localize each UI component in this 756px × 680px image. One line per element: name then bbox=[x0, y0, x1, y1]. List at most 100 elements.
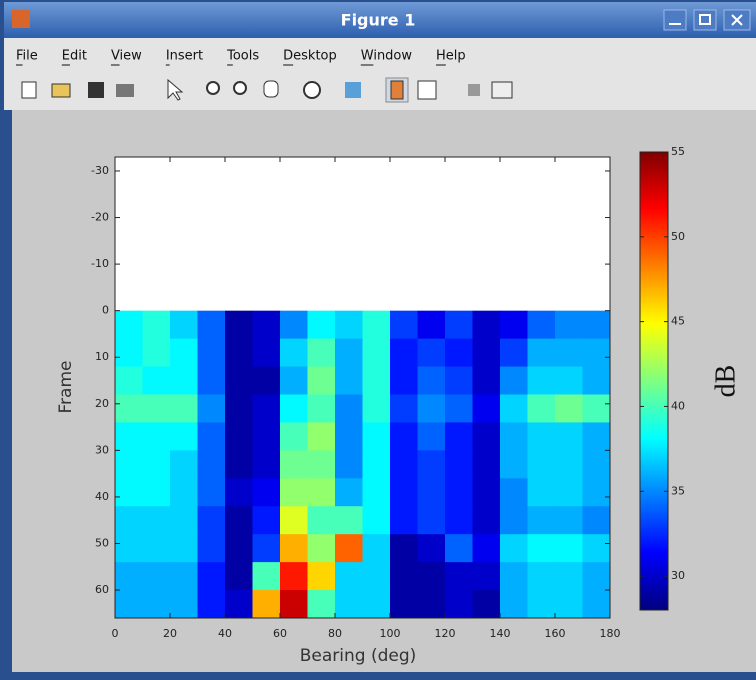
y-axis-label: Frame bbox=[56, 361, 76, 414]
heatmap-cell bbox=[143, 394, 171, 422]
heatmap-cell bbox=[528, 534, 556, 562]
heatmap-cell bbox=[473, 506, 501, 534]
x-tick-label: 20 bbox=[163, 627, 177, 640]
heatmap-cell bbox=[363, 450, 391, 478]
heatmap-cell bbox=[335, 562, 363, 590]
heatmap-cell bbox=[280, 478, 308, 506]
heatmap-cell bbox=[473, 562, 501, 590]
menu-item[interactable]: Tools bbox=[226, 49, 259, 64]
heatmap-cell bbox=[170, 562, 198, 590]
heatmap-cell bbox=[335, 367, 363, 395]
menu-item[interactable]: Edit bbox=[62, 49, 87, 64]
heatmap-cell bbox=[280, 367, 308, 395]
heatmap-cell bbox=[390, 534, 418, 562]
heatmap-cell bbox=[555, 394, 583, 422]
heatmap-cell bbox=[280, 339, 308, 367]
heatmap-cell bbox=[500, 590, 528, 618]
figure-window: Figure 1 File Edit View Insert Tools Desktop W… bbox=[0, 0, 756, 680]
heatmap-cell bbox=[363, 562, 391, 590]
heatmap-cell bbox=[253, 590, 281, 618]
heatmap-cell bbox=[418, 339, 446, 367]
menu-item[interactable]: Desktop bbox=[283, 49, 337, 64]
zoom-out-button[interactable] bbox=[234, 82, 246, 94]
x-tick-label: 160 bbox=[545, 627, 566, 640]
heatmap-cell bbox=[473, 311, 501, 339]
heatmap-cell bbox=[115, 339, 143, 367]
heatmap-cell bbox=[363, 339, 391, 367]
heatmap-cell bbox=[143, 590, 171, 618]
menu-item[interactable]: Window bbox=[361, 49, 413, 64]
colorbar-tick-label: 35 bbox=[671, 484, 685, 497]
legend-button[interactable] bbox=[418, 81, 436, 99]
heatmap-cell bbox=[500, 478, 528, 506]
menu-item[interactable]: File bbox=[16, 49, 38, 64]
menu-item[interactable]: Insert bbox=[166, 49, 203, 64]
heatmap-cell bbox=[418, 422, 446, 450]
heatmap-cell bbox=[253, 422, 281, 450]
x-tick-label: 100 bbox=[380, 627, 401, 640]
print-button[interactable] bbox=[116, 84, 134, 97]
heatmap-cell bbox=[308, 506, 336, 534]
heatmap-cell bbox=[555, 478, 583, 506]
heatmap-cell bbox=[225, 506, 253, 534]
menu-item[interactable]: View bbox=[111, 49, 142, 64]
heatmap-cell bbox=[390, 562, 418, 590]
heatmap-cell bbox=[280, 422, 308, 450]
window-controls[interactable] bbox=[664, 10, 750, 30]
rotate-button[interactable] bbox=[304, 82, 320, 98]
heatmap-cell bbox=[170, 339, 198, 367]
heatmap-cell bbox=[225, 590, 253, 618]
heatmap-cell bbox=[583, 506, 611, 534]
open-button[interactable] bbox=[52, 84, 70, 97]
y-tick-label: 20 bbox=[95, 397, 109, 410]
menu-item[interactable]: Help bbox=[436, 49, 466, 64]
heatmap-cell bbox=[198, 506, 226, 534]
save-button[interactable] bbox=[88, 82, 104, 98]
show-tools-button[interactable] bbox=[492, 82, 512, 98]
y-tick-label: 50 bbox=[95, 536, 109, 549]
heatmap-cell bbox=[335, 422, 363, 450]
heatmap-cell bbox=[225, 422, 253, 450]
heatmap-cell bbox=[363, 478, 391, 506]
heatmap-cell bbox=[418, 590, 446, 618]
colorbar-tick-label: 45 bbox=[671, 315, 685, 328]
heatmap-cell bbox=[555, 367, 583, 395]
heatmap-cell bbox=[198, 367, 226, 395]
maximize-button[interactable] bbox=[694, 10, 716, 30]
heatmap-cell bbox=[528, 422, 556, 450]
hide-tools-button[interactable] bbox=[468, 84, 480, 96]
heatmap-cell bbox=[143, 534, 171, 562]
heatmap-cell bbox=[445, 478, 473, 506]
heatmap-cell bbox=[225, 534, 253, 562]
heatmap-cell bbox=[500, 394, 528, 422]
heatmap-cell bbox=[555, 506, 583, 534]
minimize-button[interactable] bbox=[664, 10, 686, 30]
heatmap-cell bbox=[473, 590, 501, 618]
heatmap-cell bbox=[363, 506, 391, 534]
heatmap-cell bbox=[363, 311, 391, 339]
heatmap-cell bbox=[280, 590, 308, 618]
data-cursor-button[interactable] bbox=[345, 82, 361, 98]
zoom-in-button[interactable] bbox=[207, 82, 219, 94]
pan-button[interactable] bbox=[264, 81, 278, 97]
heatmap-cell bbox=[253, 534, 281, 562]
heatmap-cell bbox=[198, 339, 226, 367]
heatmap-cell bbox=[445, 422, 473, 450]
heatmap-cell bbox=[445, 394, 473, 422]
heatmap-cell bbox=[390, 339, 418, 367]
heatmap-cell bbox=[198, 478, 226, 506]
heatmap-cell bbox=[473, 422, 501, 450]
x-tick-label: 0 bbox=[112, 627, 119, 640]
heatmap-cell bbox=[170, 367, 198, 395]
window-title: Figure 1 bbox=[341, 11, 416, 30]
heatmap-cell bbox=[390, 478, 418, 506]
heatmap-cell bbox=[555, 590, 583, 618]
heatmap-cell bbox=[390, 311, 418, 339]
heatmap-cell bbox=[115, 506, 143, 534]
heatmap-cell bbox=[170, 590, 198, 618]
new-button[interactable] bbox=[22, 82, 36, 98]
heatmap-cell bbox=[225, 367, 253, 395]
heatmap-cell bbox=[115, 394, 143, 422]
heatmap-cell bbox=[170, 422, 198, 450]
heatmap-cell bbox=[528, 450, 556, 478]
